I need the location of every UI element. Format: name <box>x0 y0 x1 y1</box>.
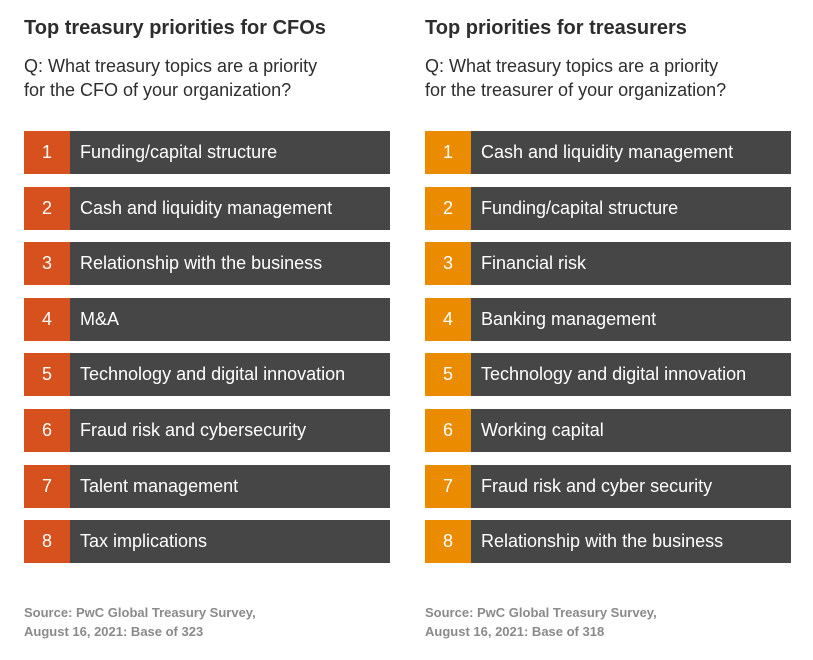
priority-label: Talent management <box>80 475 239 496</box>
priority-label: Funding/capital structure <box>481 197 679 218</box>
rank-number: 1 <box>24 131 70 174</box>
rank-number: 7 <box>24 464 70 508</box>
priority-row: 8 Tax implications <box>24 520 390 564</box>
priority-label: Working capital <box>481 420 604 440</box>
panel: Top priorities for treasurers Q: What tre… <box>425 0 791 660</box>
priority-label: Relationship with the business <box>481 531 724 552</box>
question-line: Q: What treasury topics are a priority <box>425 56 719 76</box>
priority-row: 2 Cash and liquidity management <box>24 186 390 230</box>
question-line: for the treasurer of your organization? <box>425 80 727 100</box>
panel: Top treasury priorities for CFOs Q: What … <box>24 0 390 660</box>
rank-number: 4 <box>425 297 471 341</box>
priority-row: 2 Funding/capital structure <box>425 186 791 230</box>
priority-row: 5 Technology and digital innovation <box>24 353 390 397</box>
source-line: Source: PwC Global Treasury Survey, <box>425 605 657 620</box>
priority-row: 1 Funding/capital structure <box>24 131 390 174</box>
priority-label: Banking management <box>481 308 657 329</box>
panel-title: Top priorities for treasurers <box>425 17 687 39</box>
rank-number: 5 <box>24 353 70 397</box>
source-line: August 16, 2021: Base of 318 <box>425 624 605 639</box>
priority-label: M&A <box>80 308 120 329</box>
priority-row: 4 Banking management <box>425 297 791 341</box>
priority-row: 7 Talent management <box>24 464 390 508</box>
priority-label: Financial risk <box>481 253 587 274</box>
rank-number: 6 <box>425 409 471 452</box>
question-line: Q: What treasury topics are a priority <box>24 56 318 76</box>
priority-label: Cash and liquidity management <box>481 142 734 162</box>
rank-number: 1 <box>425 131 471 174</box>
panel-title: Top treasury priorities for CFOs <box>24 17 326 39</box>
priority-label: Relationship with the business <box>80 253 323 274</box>
rank-number: 3 <box>425 242 471 286</box>
rank-number: 4 <box>24 297 70 341</box>
priority-row: 6 Fraud risk and cybersecurity <box>24 409 390 452</box>
priority-label: Cash and liquidity management <box>80 197 333 218</box>
rank-number: 8 <box>24 520 70 564</box>
rank-number: 8 <box>425 520 471 564</box>
priority-label: Fraud risk and cyber security <box>481 475 713 496</box>
priority-row: 1 Cash and liquidity management <box>425 131 791 174</box>
source-line: August 16, 2021: Base of 323 <box>24 624 204 639</box>
priority-label: Funding/capital structure <box>80 142 278 162</box>
rank-number: 2 <box>24 186 70 230</box>
priority-label: Tax implications <box>80 531 208 552</box>
rank-number: 6 <box>24 409 70 452</box>
source-line: Source: PwC Global Treasury Survey, <box>24 605 256 620</box>
rank-number: 3 <box>24 242 70 286</box>
priority-row: 5 Technology and digital innovation <box>425 353 791 397</box>
question-line: for the CFO of your organization? <box>24 80 292 100</box>
priority-row: 8 Relationship with the business <box>425 520 791 564</box>
priority-label: Fraud risk and cybersecurity <box>80 420 307 440</box>
priority-row: 3 Financial risk <box>425 242 791 286</box>
priority-row: 7 Fraud risk and cyber security <box>425 464 791 508</box>
rank-number: 5 <box>425 353 471 397</box>
priority-row: 3 Relationship with the business <box>24 242 390 286</box>
priority-row: 6 Working capital <box>425 409 791 452</box>
priority-label: Technology and digital innovation <box>481 364 747 385</box>
priority-row: 4 M&A <box>24 297 390 341</box>
rank-number: 2 <box>425 186 471 230</box>
priority-label: Technology and digital innovation <box>80 364 346 385</box>
rank-number: 7 <box>425 464 471 508</box>
